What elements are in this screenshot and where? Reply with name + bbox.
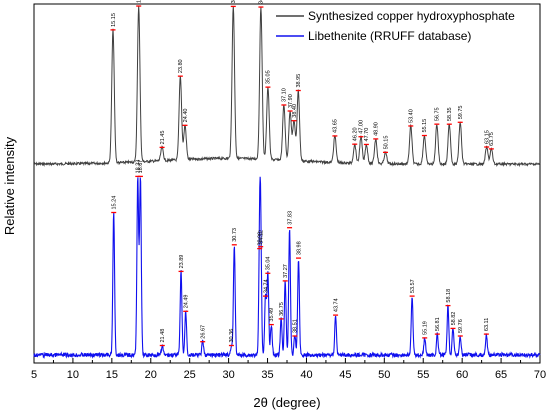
- x-tick-label: 15: [106, 369, 118, 381]
- x-tick-label: 25: [184, 369, 196, 381]
- x-tick-label: 35: [261, 369, 273, 381]
- x-axis-ticks: 5 10 15 20 25 30 35 40 45 50 55 60 65 70: [31, 358, 546, 381]
- peak-label: 59.75: [458, 106, 464, 120]
- x-tick-label: 65: [495, 369, 507, 381]
- peak-label: 63.15: [484, 130, 490, 144]
- peak-label: 56.81: [435, 317, 441, 331]
- peak-label: 21.48: [160, 329, 166, 343]
- peak-label: 35.49: [269, 308, 275, 322]
- peak-label: 36.75: [279, 302, 285, 316]
- peak-label: 34.74: [263, 279, 269, 293]
- legend-label-libethenite: Libethenite (RRUFF database): [308, 29, 471, 43]
- peak-label: 38.51: [293, 319, 299, 333]
- peak-label: 37.27: [283, 264, 289, 278]
- peak-label: 63.11: [484, 318, 490, 331]
- peak-label: 15.24: [112, 196, 118, 210]
- peak-label: 23.89: [179, 255, 185, 269]
- peak-label: 30.60: [231, 0, 237, 3]
- peak-label: 59.76: [458, 319, 464, 333]
- peak-label: 21.45: [160, 131, 166, 145]
- x-tick-label: 30: [222, 369, 234, 381]
- peak-labels: 15.15 18.45 21.45 23.80 24.40 30.60 34.15 35.05…: [111, 0, 495, 343]
- peak-label: 56.75: [435, 107, 441, 121]
- peak-label: 58.18: [446, 289, 452, 303]
- traces: [33, 6, 541, 360]
- peak-label: 38.98: [296, 241, 302, 255]
- peak-label: 33.99: [257, 232, 263, 246]
- peak-label: 38.95: [296, 74, 302, 88]
- peak-label: 37.83: [287, 211, 293, 225]
- peak-label: 24.49: [184, 295, 190, 309]
- peak-label: 30.36: [229, 329, 235, 343]
- x-axis-label: 2θ (degree): [253, 395, 320, 410]
- peak-label: 24.40: [183, 109, 189, 123]
- peak-label: 18.45: [137, 0, 143, 3]
- peak-label: 53.40: [409, 109, 415, 123]
- peak-label: 15.15: [111, 13, 117, 27]
- peak-label: 50.15: [383, 136, 389, 150]
- peak-label: 35.04: [266, 257, 272, 271]
- series-line-0: [33, 6, 541, 168]
- y-axis-label: Relative intensity: [2, 136, 17, 235]
- peak-label: 18.67: [138, 160, 144, 174]
- peak-label: 55.19: [423, 321, 429, 335]
- peak-label: 37.10: [282, 88, 288, 102]
- series-line-1: [33, 176, 541, 360]
- x-tick-label: 5: [31, 369, 37, 381]
- peak-label: 58.82: [451, 312, 457, 326]
- legend-label-synthesized: Synthesized copper hydroxyphosphate: [308, 9, 515, 23]
- peak-label: 34.15: [259, 0, 265, 4]
- peak-label: 37.90: [288, 94, 294, 108]
- peak-label: 38.40: [292, 104, 298, 118]
- peak-label: 26.67: [200, 325, 206, 339]
- peak-label: 43.74: [333, 298, 339, 312]
- x-tick-label: 10: [67, 369, 79, 381]
- peak-label: 63.75: [489, 132, 495, 146]
- x-tick-label: 60: [456, 369, 468, 381]
- legend: Synthesized copper hydroxyphosphate Libe…: [276, 9, 515, 43]
- peak-label: 47.70: [364, 128, 370, 142]
- peak-label: 53.57: [410, 279, 416, 293]
- peak-label: 46.20: [353, 127, 359, 141]
- x-tick-label: 55: [417, 369, 429, 381]
- x-tick-label: 45: [339, 369, 351, 381]
- peak-label: 55.15: [422, 119, 428, 133]
- x-tick-label: 50: [378, 369, 390, 381]
- peak-label: 47.00: [359, 120, 365, 134]
- peak-label: 30.73: [232, 228, 238, 242]
- x-tick-label: 20: [145, 369, 157, 381]
- x-tick-label: 70: [534, 369, 546, 381]
- peak-label: 48.90: [374, 122, 380, 136]
- peak-label: 18.33: [136, 160, 142, 174]
- peak-label: 43.65: [333, 119, 339, 133]
- peak-label: 34.12: [258, 230, 264, 244]
- peak-label: 35.05: [266, 70, 272, 84]
- x-tick-label: 40: [300, 369, 312, 381]
- peak-label: 58.35: [447, 107, 453, 121]
- peak-label: 23.80: [178, 59, 184, 73]
- plot-frame: [33, 3, 541, 364]
- peak-markers: [110, 5, 494, 347]
